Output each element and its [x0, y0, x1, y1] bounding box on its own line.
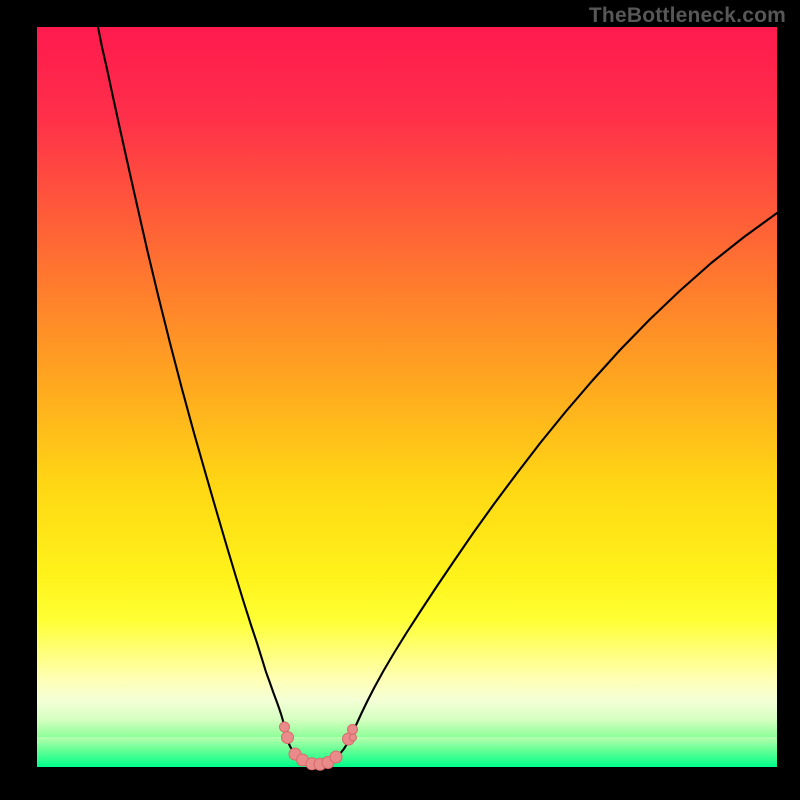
- data-dot: [350, 734, 357, 741]
- curve-layer: [37, 27, 777, 767]
- watermark-text: TheBottleneck.com: [589, 4, 786, 28]
- right-curve: [318, 213, 777, 765]
- left-curve: [98, 27, 318, 765]
- chart-stage: TheBottleneck.com: [0, 0, 800, 800]
- data-dot: [280, 722, 290, 732]
- gradient-plot-area: [37, 27, 777, 767]
- data-dot: [282, 732, 294, 744]
- data-dot: [330, 751, 342, 763]
- data-dot: [348, 725, 358, 735]
